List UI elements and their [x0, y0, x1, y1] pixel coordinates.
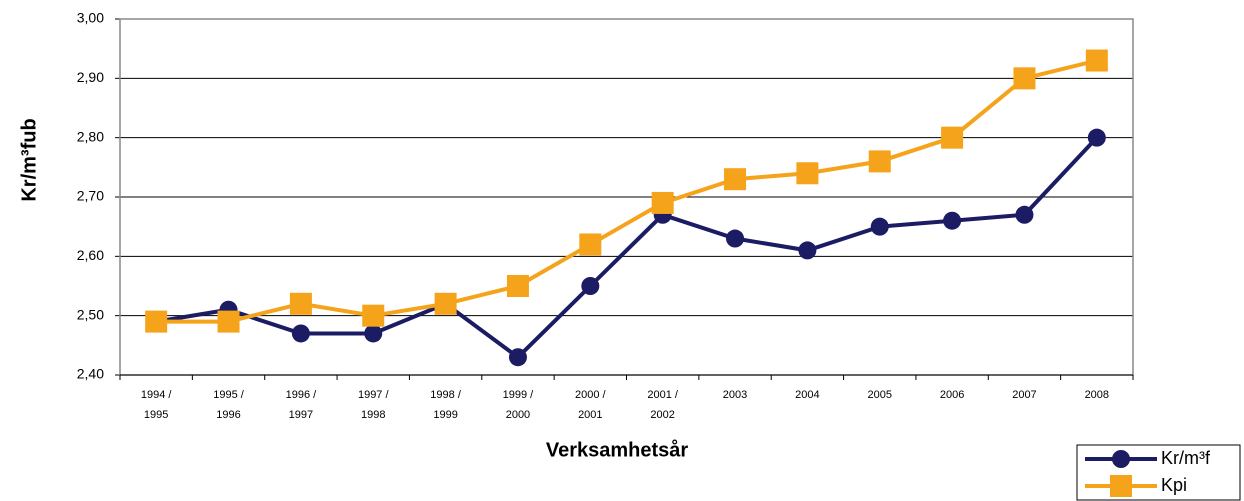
- legend-box: [1076, 444, 1241, 501]
- marker: [1110, 475, 1132, 497]
- x-axis-title: Verksamhetsår: [546, 438, 689, 461]
- marker: [1087, 128, 1106, 147]
- y-tick-label: 2,60: [77, 247, 104, 263]
- marker: [217, 310, 240, 333]
- marker: [434, 292, 457, 315]
- x-tick-label: 2001 / 2002: [647, 389, 678, 421]
- series-line: [155, 136, 1099, 360]
- marker: [581, 277, 600, 295]
- x-tick-label: 2006: [939, 389, 965, 401]
- marker: [651, 191, 674, 214]
- marker: [1013, 67, 1036, 90]
- legend-label: Kr/m³f: [1161, 448, 1211, 468]
- x-tick-label: 1998 / 1999: [430, 389, 461, 421]
- y-tick-label: 2,50: [77, 306, 104, 322]
- x-tick-label: 1994 / 1995: [140, 389, 172, 421]
- marker: [796, 162, 819, 185]
- x-tick-label: 1995 / 1996: [213, 389, 244, 421]
- y-tick-label: 2,80: [77, 128, 104, 144]
- y-tick-label: 3,00: [77, 10, 104, 26]
- x-tick-label: 2005: [867, 389, 892, 401]
- marker: [870, 217, 889, 236]
- marker: [579, 233, 602, 256]
- x-tick-label: 2000 / 2001: [575, 389, 606, 421]
- legend-label: Kpi: [1161, 475, 1187, 495]
- marker: [726, 229, 745, 248]
- y-tick-label: 2,70: [77, 188, 104, 204]
- x-tick-label: 2008: [1084, 389, 1110, 401]
- marker: [943, 211, 962, 230]
- marker: [868, 150, 891, 173]
- x-tick-label: 2004: [795, 389, 820, 401]
- marker: [506, 275, 529, 297]
- marker: [798, 241, 817, 260]
- marker: [724, 168, 747, 191]
- legend: Kr/m³f Kpi: [1076, 444, 1241, 501]
- y-tick-label: 2,40: [77, 366, 104, 382]
- marker: [1112, 450, 1130, 468]
- marker: [1085, 49, 1108, 72]
- marker: [1015, 205, 1034, 224]
- x-tick-label: 2007: [1012, 389, 1037, 401]
- marker: [145, 310, 168, 333]
- marker: [291, 324, 310, 343]
- marker: [289, 292, 312, 315]
- x-tick-label: 1996 / 1997: [285, 389, 317, 421]
- marker: [364, 324, 383, 343]
- series-line: [156, 58, 1098, 324]
- x-tick-label: 2003: [722, 389, 748, 401]
- marker: [508, 348, 527, 367]
- marker: [941, 126, 964, 149]
- y-tick-label: 2,90: [77, 69, 104, 85]
- x-tick-label: 1999 / 2000: [502, 389, 534, 421]
- x-tick-label: 1997 / 1998: [357, 389, 389, 421]
- marker: [362, 304, 385, 327]
- y-axis-title: Kr/m³fub: [18, 118, 40, 201]
